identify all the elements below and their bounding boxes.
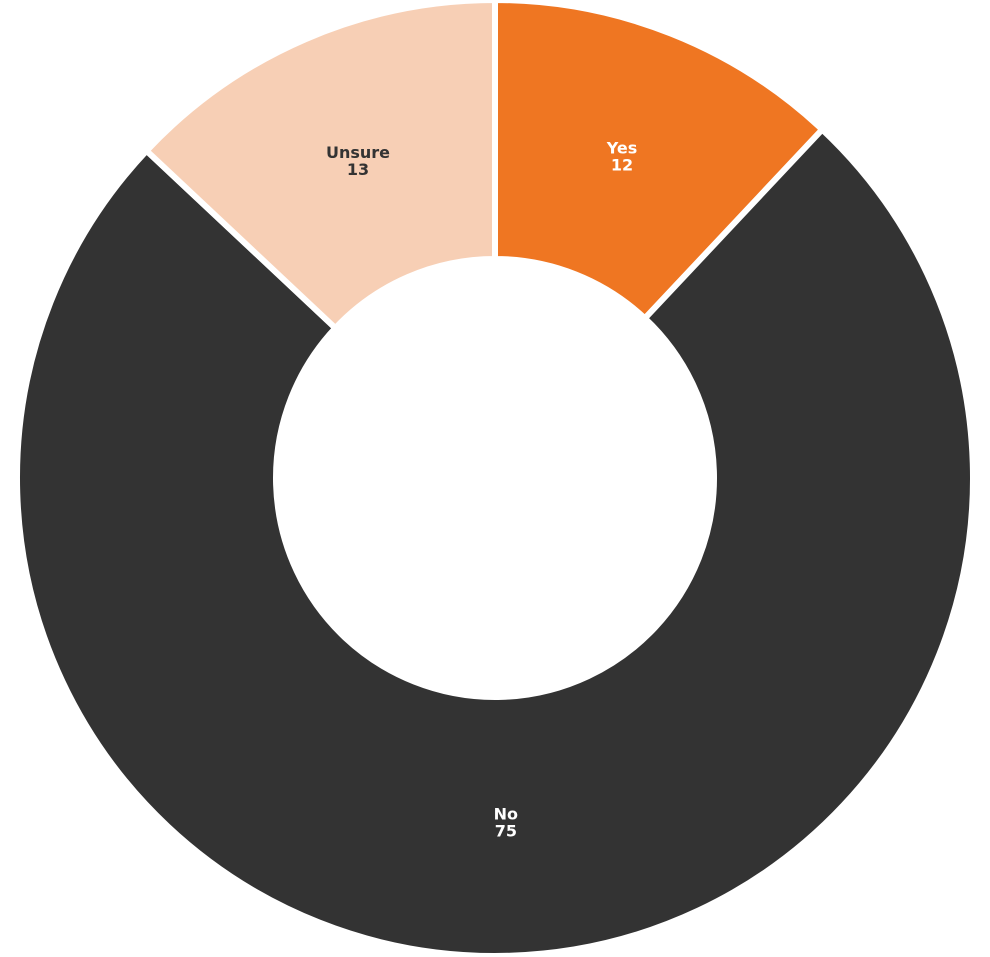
slice-label: Unsure xyxy=(326,143,390,162)
donut-slice xyxy=(14,126,976,957)
donut-slice xyxy=(492,0,826,322)
slice-value: 12 xyxy=(611,156,633,175)
slice-label: No xyxy=(494,804,518,823)
slice-label: Yes xyxy=(606,139,638,158)
slice-value: 13 xyxy=(347,160,369,179)
donut-slice xyxy=(143,0,498,332)
slice-value: 75 xyxy=(495,821,517,840)
